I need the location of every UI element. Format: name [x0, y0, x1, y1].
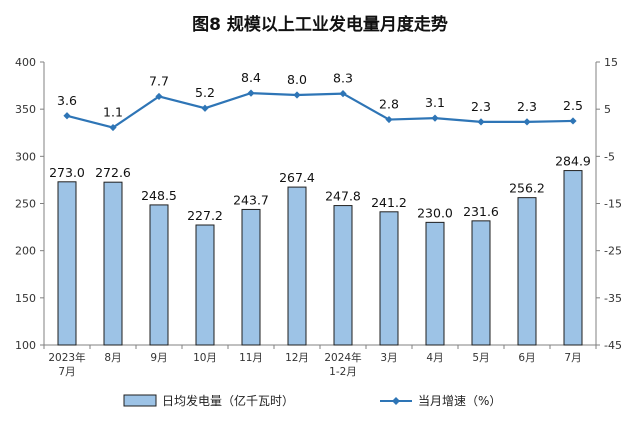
bar-data-label: 267.4 — [279, 170, 315, 185]
x-tick-label: 11月 — [239, 352, 263, 364]
line-data-label: 2.8 — [379, 97, 399, 112]
bar-data-label: 273.0 — [49, 165, 85, 180]
bar — [287, 186, 307, 346]
line-data-label: 8.3 — [333, 71, 353, 86]
bar-data-label: 227.2 — [187, 208, 223, 223]
line-point — [569, 117, 577, 125]
x-tick-labels: 2023年 7月 8月 9月 10月 11月 12月 2024年 1-2月 3月 4月 5月 6月 7月 — [48, 351, 581, 378]
line-point — [431, 114, 439, 122]
bar — [471, 220, 491, 346]
bar — [195, 224, 215, 346]
line-point — [339, 90, 347, 98]
bar-data-label: 284.9 — [555, 154, 591, 169]
y-right-tick-label: -25 — [604, 245, 622, 258]
line-point — [155, 92, 163, 101]
line-data-label: 2.3 — [471, 99, 491, 114]
line-point — [109, 123, 117, 132]
legend-line-label: 当月增速（%） — [418, 394, 501, 408]
x-tick-label: 2024年 — [324, 351, 361, 364]
line-data-label: 2.5 — [563, 98, 583, 113]
bar-data-label: 230.0 — [417, 205, 453, 220]
y-left-tick-label: 250 — [15, 198, 36, 211]
bar — [241, 208, 261, 346]
bar — [517, 197, 537, 346]
line-point — [201, 104, 209, 112]
bar-data-label: 256.2 — [509, 181, 545, 196]
bar-data-label: 272.6 — [95, 165, 131, 180]
line-point — [385, 115, 393, 124]
x-tick-label: 5月 — [472, 352, 489, 364]
bar — [149, 204, 169, 346]
y-right-tick-label: -15 — [604, 198, 622, 211]
chart-title: 图8 规模以上工业发电量月度走势 — [192, 14, 448, 35]
line-point — [63, 112, 71, 120]
bar — [379, 211, 399, 346]
y-left-tick-label: 400 — [15, 56, 36, 69]
y-left-tick-label: 300 — [15, 150, 36, 163]
axes: 100 150 200 250 300 350 400 -45 -35 -25 -15 -5 5 15 — [15, 56, 622, 352]
y-right-tick-label: -5 — [604, 150, 615, 163]
y-left-tick-label: 350 — [15, 103, 36, 116]
y-right-tick-label: 15 — [604, 56, 618, 69]
bar-data-label: 248.5 — [141, 188, 177, 203]
line-data-label: 5.2 — [195, 85, 215, 100]
line-point — [523, 118, 531, 126]
bar-data-labels: 273.0 272.6 248.5 227.2 243.7 267.4 247.8 241.2… — [49, 154, 591, 223]
y-right-tick-label: -45 — [604, 339, 622, 352]
x-tick-label: 4月 — [426, 352, 443, 364]
line-point — [247, 89, 255, 97]
bar-data-label: 241.2 — [371, 195, 407, 210]
legend: 日均发电量（亿千瓦时） 当月增速（%） — [123, 393, 501, 408]
y-left-tick-label: 200 — [15, 245, 36, 258]
line-data-labels: 3.6 1.1 7.7 5.2 8.4 8.0 8.3 2.8 3.1 2.3 2.3 2.5 — [57, 70, 583, 119]
line-data-label: 8.4 — [241, 70, 261, 85]
x-tick-label: 6月 — [518, 352, 535, 364]
line-point — [293, 91, 301, 99]
y-right-tick-label: -35 — [604, 292, 622, 305]
y-left-tick-label: 150 — [15, 292, 36, 305]
line-data-label: 3.6 — [57, 93, 77, 108]
x-tick-label: 7月 — [564, 352, 581, 364]
legend-bar-label: 日均发电量（亿千瓦时） — [162, 393, 294, 408]
x-tick-label: 1-2月 — [329, 366, 357, 378]
line-data-label: 8.0 — [287, 72, 307, 87]
y-left-tick-label: 100 — [15, 339, 36, 352]
y-right-tick-label: 5 — [604, 103, 611, 116]
line-data-label: 7.7 — [149, 73, 169, 88]
bar — [425, 221, 445, 346]
x-tick-label: 10月 — [193, 352, 217, 364]
x-tick-label: 3月 — [380, 352, 397, 364]
bar — [333, 205, 353, 346]
bar — [57, 181, 77, 346]
x-tick-label: 8月 — [104, 352, 121, 364]
bar-series — [57, 170, 583, 346]
x-tick-label: 9月 — [150, 352, 167, 364]
legend-line-marker — [392, 397, 400, 405]
bar-data-label: 243.7 — [233, 192, 269, 207]
line-point — [477, 118, 485, 126]
x-tick-label: 12月 — [285, 352, 309, 364]
bar-data-label: 231.6 — [463, 204, 499, 219]
growth-line — [66, 92, 574, 129]
legend-bar-swatch — [123, 394, 157, 407]
line-data-label: 3.1 — [425, 95, 445, 110]
line-data-label: 2.3 — [517, 99, 537, 114]
bar — [103, 181, 123, 346]
x-tick-label: 2023年 — [48, 351, 85, 364]
line-series — [63, 89, 577, 132]
line-data-label: 1.1 — [103, 105, 123, 120]
x-tick-label: 7月 — [58, 366, 75, 378]
bar — [563, 170, 583, 346]
bar-data-label: 247.8 — [325, 189, 361, 204]
